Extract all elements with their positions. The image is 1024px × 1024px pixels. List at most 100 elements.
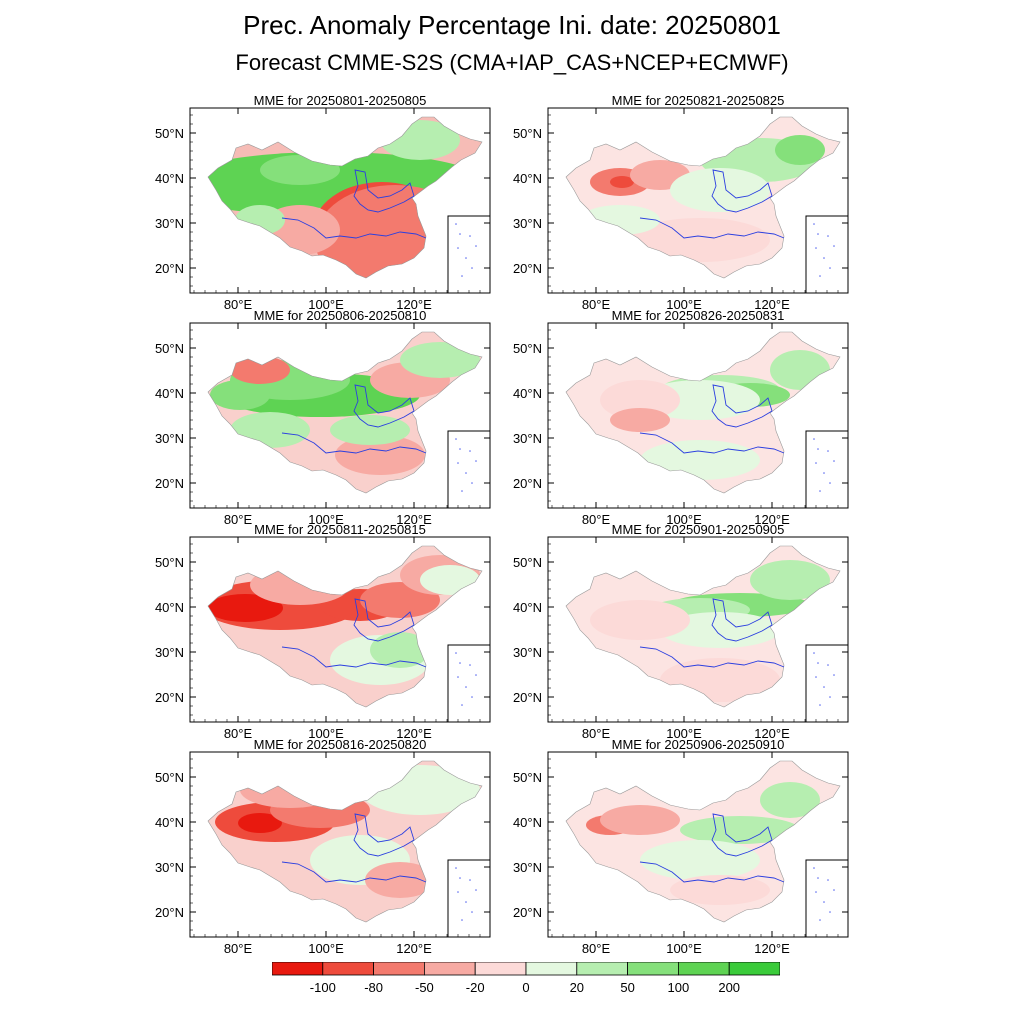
panel-title: MME for 20250816-20250820 (253, 737, 427, 752)
map-frame: 50°N 40°N 30°N 20°N 80°E 100°E 120°E (155, 751, 491, 956)
map-frame: 50°N 40°N 30°N 20°N 80°E 100°E 120°E (513, 107, 849, 312)
yellow-river (353, 598, 415, 642)
figure-title: Prec. Anomaly Percentage Ini. date: 2025… (243, 10, 781, 40)
country-boundary (565, 545, 841, 708)
lon-tick-label: 100°E (666, 941, 702, 956)
yellow-river (353, 813, 415, 857)
colorbar-label: -80 (364, 980, 383, 995)
lon-tick-label: 100°E (666, 297, 702, 312)
plot-frame (547, 107, 849, 294)
lon-tick-label: 80°E (224, 941, 253, 956)
country-boundary (207, 545, 483, 708)
anomaly-region (230, 356, 290, 384)
colorbar-swatch (272, 962, 324, 976)
anomaly-region (600, 380, 680, 420)
south-china-sea-inset (805, 644, 849, 723)
south-china-sea-inset (447, 215, 491, 294)
lat-tick-label: 30°N (513, 431, 542, 446)
colorbar-swatch (423, 962, 476, 976)
map-frame: 50°N 40°N 30°N 20°N 80°E 100°E 120°E (155, 107, 491, 312)
lat-tick-label: 50°N (155, 770, 184, 785)
anomaly-region (400, 342, 480, 378)
country-boundary (565, 116, 841, 279)
yangtze-river (639, 432, 785, 454)
lat-tick-label: 40°N (155, 815, 184, 830)
yangtze-river (281, 861, 427, 883)
plot-frame (547, 751, 849, 938)
lon-tick-label: 120°E (754, 941, 790, 956)
panel-title: MME for 20250821-20250825 (611, 93, 785, 108)
lat-tick-label: 50°N (155, 126, 184, 141)
panel-title: MME for 20250906-20250910 (611, 737, 785, 752)
anomaly-region (210, 380, 270, 410)
lat-tick-label: 20°N (155, 690, 184, 705)
map-frame: 50°N 40°N 30°N 20°N 80°E 100°E 120°E (513, 751, 849, 956)
lon-tick-label: 80°E (582, 941, 611, 956)
colorbar-label: 20 (570, 980, 584, 995)
yangtze-river (639, 646, 785, 668)
panel-title: MME for 20250801-20250805 (253, 93, 427, 108)
anomaly-region (580, 205, 660, 235)
lat-tick-label: 30°N (155, 860, 184, 875)
colorbar-label: 100 (668, 980, 690, 995)
anomaly-region (750, 560, 830, 600)
anomaly-region (610, 176, 634, 188)
anomaly-region (680, 816, 800, 844)
plot-frame (189, 536, 491, 723)
map-panel: MME for 20250821-20250825 50°N 40°N 30°N 20… (513, 93, 849, 312)
colorbar-swatch (627, 962, 679, 976)
panel-title: MME for 20250826-20250831 (611, 308, 785, 323)
anomaly-region (670, 875, 770, 905)
colorbar-label: 50 (620, 980, 634, 995)
lat-tick-label: 30°N (155, 645, 184, 660)
lat-tick-label: 30°N (513, 860, 542, 875)
figure-subtitle: Forecast CMME-S2S (CMA+IAP_CAS+NCEP+ECMW… (235, 50, 789, 75)
plot-frame (189, 751, 491, 938)
lat-tick-label: 50°N (513, 770, 542, 785)
lat-tick-label: 20°N (155, 261, 184, 276)
south-china-sea-inset (447, 859, 491, 938)
anomaly-region (366, 262, 378, 274)
map-panel: MME for 20250811-20250815 50°N 40°N 30°N 20… (155, 523, 491, 741)
lon-tick-label: 120°E (396, 726, 432, 741)
anomaly-region (760, 782, 820, 818)
country-boundary (565, 331, 841, 494)
yangtze-river (639, 217, 785, 239)
anomaly-region (235, 205, 285, 235)
map-panel: MME for 20250901-20250905 50°N 40°N 30°N 20… (513, 522, 849, 741)
country-boundary (207, 760, 483, 923)
lon-tick-label: 100°E (308, 512, 344, 527)
plot-frame (547, 536, 849, 723)
map-panel: MME for 20250801-20250805 50°N 40°N 30°N 20… (155, 93, 491, 312)
lat-tick-label: 40°N (513, 815, 542, 830)
plot-frame (189, 107, 491, 294)
plot-frame (189, 322, 491, 509)
anomaly-region (335, 435, 425, 475)
anomaly-region (238, 813, 282, 833)
lat-tick-label: 30°N (155, 431, 184, 446)
colorbar-swatch (677, 962, 730, 976)
anomaly-region (240, 772, 340, 808)
anomaly-region (660, 612, 780, 648)
yellow-river (711, 169, 773, 213)
anomaly-region (360, 765, 480, 815)
plot-frame (547, 322, 849, 509)
colorbar-label: -50 (415, 980, 434, 995)
country-boundary (207, 331, 483, 494)
panel-title: MME for 20250901-20250905 (611, 522, 785, 537)
lon-tick-label: 80°E (582, 726, 611, 741)
lon-tick-label: 120°E (396, 941, 432, 956)
lat-tick-label: 20°N (513, 261, 542, 276)
lon-tick-label: 120°E (754, 726, 790, 741)
yellow-river (711, 598, 773, 642)
map-panel: MME for 20250816-20250820 50°N 40°N 30°N 20… (155, 737, 491, 956)
panel-title: MME for 20250806-20250810 (253, 308, 427, 323)
lon-tick-label: 100°E (308, 941, 344, 956)
south-china-sea-inset (805, 215, 849, 294)
lon-tick-label: 100°E (308, 297, 344, 312)
map-panel: MME for 20250806-20250810 50°N 40°N 30°N 20… (155, 308, 491, 527)
colorbar-swatch (576, 962, 628, 976)
colorbar-label: -20 (466, 980, 485, 995)
lat-tick-label: 20°N (513, 690, 542, 705)
map-panel: MME for 20250906-20250910 50°N 40°N 30°N 20… (513, 737, 849, 956)
